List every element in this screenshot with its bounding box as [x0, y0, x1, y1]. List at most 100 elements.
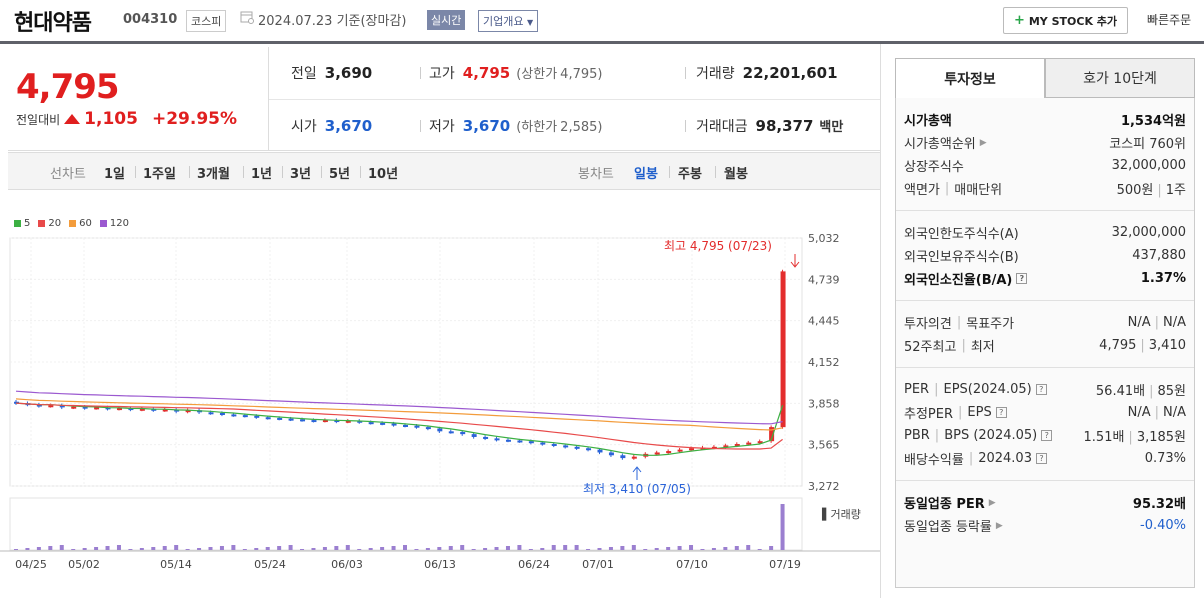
info-row[interactable]: 동일업종 PER ▶ 95.32배: [904, 491, 1186, 514]
candle: [608, 452, 614, 456]
info-value-text: 3,185원: [1136, 430, 1186, 445]
candle-weekly[interactable]: 주봉: [678, 167, 702, 182]
divider: [282, 166, 283, 178]
volume-bar: [448, 546, 453, 550]
separator: |: [961, 338, 966, 353]
candle: [517, 440, 523, 443]
info-value-text: 1.37%: [1140, 271, 1186, 286]
help-icon[interactable]: ?: [995, 407, 1007, 418]
period-5y[interactable]: 5년: [329, 167, 351, 182]
divider: [135, 166, 136, 178]
candle-daily[interactable]: 일봉: [634, 167, 658, 182]
info-value: 0.73%: [1145, 451, 1186, 466]
period-1y[interactable]: 1년: [251, 167, 273, 182]
info-group: PER | EPS(2024.05)? 56.41배 | 85원 추정PER | EPS? N/A…: [896, 374, 1194, 481]
tab-orderbook[interactable]: 호가 10단계: [1045, 58, 1195, 98]
info-key: 동일업종 등락률 ▶: [904, 516, 1003, 535]
candle: [265, 417, 271, 420]
info-row: 상장주식수 32,000,000: [904, 154, 1186, 177]
info-key-label: PBR: [904, 428, 930, 443]
candle: [219, 413, 225, 416]
mystock-add-button[interactable]: + MY STOCK 추가: [1003, 7, 1128, 34]
divider: [321, 166, 322, 178]
high-price: 고가 4,795 (상한가 4,795): [429, 63, 602, 83]
volume-bar: [116, 545, 121, 550]
help-icon[interactable]: ?: [1035, 384, 1047, 395]
info-key: 상장주식수: [904, 156, 964, 175]
price-summary: 4,795 전일대비 1,105 +29.95% 전일 3,690 고가 4,7…: [8, 47, 881, 151]
info-key-label: 추정PER: [904, 407, 954, 422]
candle: [94, 407, 100, 410]
volume-bar: [322, 547, 327, 550]
upper-limit-label: (상한가: [516, 67, 558, 82]
candle: [403, 424, 408, 427]
candle: [540, 442, 546, 445]
divider: [360, 166, 361, 178]
volume-bar: [311, 548, 316, 550]
help-icon[interactable]: ?: [1041, 430, 1053, 441]
candle: [48, 405, 54, 408]
period-1w[interactable]: 1주일: [143, 167, 176, 182]
info-value-text: 437,880: [1132, 248, 1186, 263]
market-badge: 코스피: [186, 10, 227, 32]
divider: [685, 120, 686, 132]
corp-info-dropdown[interactable]: 기업개요 ▼: [478, 10, 539, 32]
legend-swatch: [38, 220, 46, 227]
help-icon[interactable]: ?: [1035, 453, 1047, 464]
volume-bar: [48, 546, 53, 550]
info-value: 32,000,000: [1112, 225, 1186, 240]
period-10y[interactable]: 10년: [368, 167, 399, 182]
help-icon[interactable]: ?: [1016, 273, 1028, 284]
volume-bar: [94, 547, 99, 550]
info-value-text: 32,000,000: [1111, 225, 1186, 240]
period-1d[interactable]: 1일: [104, 167, 126, 182]
candle: [666, 451, 672, 454]
volume-bar: [242, 549, 247, 550]
period-3y[interactable]: 3년: [290, 167, 312, 182]
info-key-label: 동일업종 PER: [904, 497, 985, 512]
volume-bar: [494, 547, 499, 550]
separator: |: [944, 181, 950, 196]
volume-bar: [82, 548, 87, 550]
up-arrow-icon: [64, 114, 81, 124]
info-value-text: 32,000,000: [1111, 158, 1186, 173]
candle: [36, 404, 42, 407]
info-value-text: 0.73%: [1144, 451, 1186, 466]
candle: [59, 405, 65, 408]
info-value: 95.32배: [1133, 493, 1186, 512]
tab-invest-info[interactable]: 투자정보: [895, 58, 1045, 98]
info-row[interactable]: 시가총액순위 ▶ 코스피 760위: [904, 131, 1186, 154]
header-bar: 현대약품 004310 코스피 2024.07.23 기준(장마감) 실시간 기…: [0, 0, 1204, 44]
info-row: 액면가 | 매매단위 500원 | 1주: [904, 177, 1186, 200]
amount-unit: 백만: [819, 120, 844, 135]
stock-name[interactable]: 현대약품: [14, 11, 92, 36]
candle: [185, 410, 191, 413]
ma-line-60: [15, 398, 783, 431]
ma-legend: 5 20 60 120: [14, 218, 137, 229]
volume-bar: [36, 547, 41, 550]
candle: [494, 438, 500, 441]
x-tick-label: 06/03: [331, 558, 363, 571]
legend-item: 60: [69, 218, 92, 229]
quick-order-link[interactable]: 빠른주문: [1147, 13, 1192, 27]
info-row[interactable]: 동일업종 등락률 ▶ -0.40%: [904, 514, 1186, 537]
price-chart[interactable]: 5,032 4,739 4,445 4,152 3,858 3,565 3,272 04/25…: [0, 228, 880, 598]
candle-monthly[interactable]: 월봉: [724, 167, 748, 182]
info-key-label: EPS: [967, 405, 992, 420]
invest-info-panel: 투자정보 호가 10단계 시가총액 1,534억원 시가총액순위 ▶ 코스피 760위 상…: [895, 58, 1195, 588]
volume-bar: [757, 549, 762, 550]
separator: |: [1140, 338, 1145, 353]
period-3m[interactable]: 3개월: [197, 167, 230, 182]
realtime-button[interactable]: 실시간: [427, 10, 466, 30]
volume-bar: [643, 549, 648, 550]
info-value: 1.37%: [1141, 271, 1186, 286]
legend-item: 120: [99, 218, 129, 229]
legend-swatch: [99, 220, 107, 227]
divider: [685, 67, 686, 79]
info-row: 투자의견 | 목표주가 N/A | N/A: [904, 311, 1186, 334]
info-value: 4,795 | 3,410: [1099, 338, 1186, 353]
info-value-text: N/A: [1163, 315, 1186, 330]
legend-label: 60: [79, 218, 92, 229]
volume-bar: [746, 545, 751, 550]
candle: [677, 449, 683, 452]
